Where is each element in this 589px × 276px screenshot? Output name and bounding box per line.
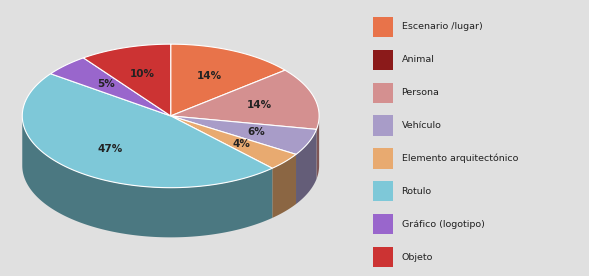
Bar (373, 247, 393, 267)
Text: Elemento arquitectónico: Elemento arquitectónico (402, 154, 518, 163)
Text: 14%: 14% (247, 100, 272, 110)
Text: Rotulo: Rotulo (402, 187, 432, 196)
Text: Persona: Persona (402, 88, 439, 97)
Polygon shape (272, 154, 296, 218)
Bar (373, 115, 393, 136)
Text: 10%: 10% (130, 69, 155, 79)
Polygon shape (316, 116, 319, 179)
Text: Animal: Animal (402, 55, 435, 64)
Text: Vehículo: Vehículo (402, 121, 441, 130)
Bar (373, 17, 393, 37)
Polygon shape (296, 129, 316, 204)
Polygon shape (171, 116, 316, 154)
Polygon shape (22, 117, 272, 237)
Bar (373, 83, 393, 103)
Polygon shape (84, 44, 171, 116)
Polygon shape (171, 44, 285, 116)
Bar (373, 181, 393, 201)
Text: Escenario /lugar): Escenario /lugar) (402, 22, 482, 31)
Text: Gráfico (logotipo): Gráfico (logotipo) (402, 220, 485, 229)
Text: 47%: 47% (97, 144, 123, 154)
Text: 14%: 14% (197, 71, 223, 81)
Bar (373, 50, 393, 70)
Text: 5%: 5% (97, 79, 114, 89)
Text: 4%: 4% (233, 139, 250, 149)
Polygon shape (51, 58, 171, 116)
Text: Objeto: Objeto (402, 253, 433, 262)
Text: 6%: 6% (247, 127, 265, 137)
Bar (373, 214, 393, 234)
Polygon shape (22, 74, 272, 188)
Polygon shape (171, 116, 296, 168)
Polygon shape (171, 70, 319, 129)
Bar (373, 148, 393, 169)
